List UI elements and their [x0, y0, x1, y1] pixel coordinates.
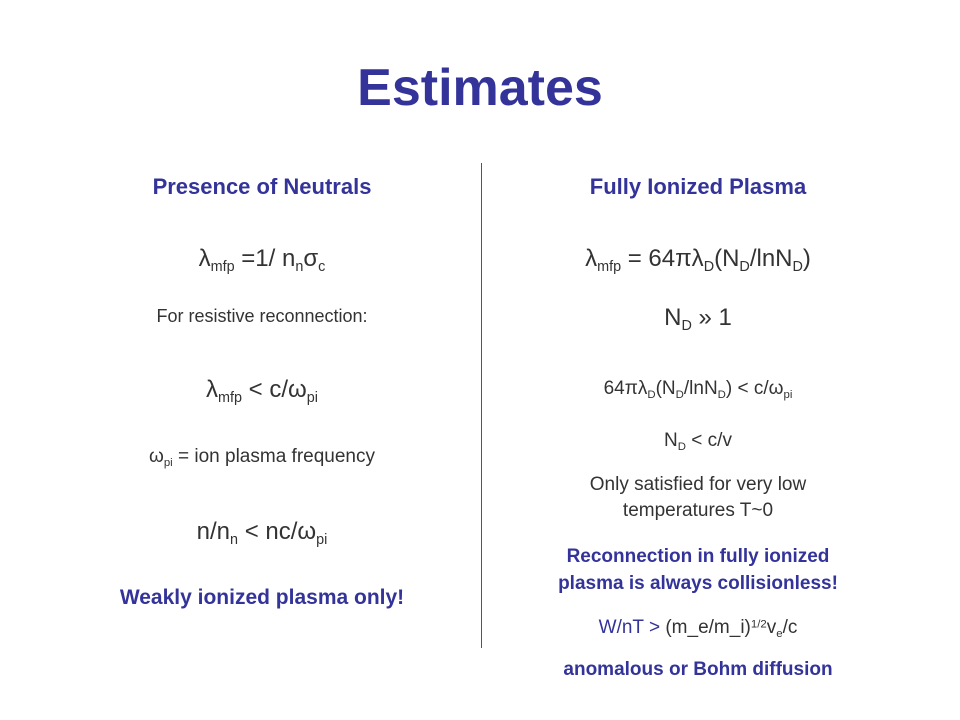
resistive-label: For resistive reconnection: — [156, 306, 368, 326]
lambda-symbol: λ — [206, 376, 218, 403]
lambda-symbol: λ — [198, 245, 211, 272]
ln-text: /lnN — [683, 378, 718, 399]
half-superscript: 1/2 — [750, 618, 767, 631]
density-ratio-formula: n/nn < nc/ωpi — [42, 518, 482, 549]
D-subscript: D — [792, 259, 803, 276]
D-subscript: D — [677, 440, 687, 453]
left-conclusion: Weakly ionized plasma only! — [119, 586, 405, 609]
satisfied-line-1: Only satisfied for very low — [589, 474, 807, 495]
pi-subscript: pi — [163, 456, 173, 469]
condition-paren: (N — [655, 378, 676, 399]
omega-symbol: ω — [288, 376, 307, 403]
omega-symbol: ω — [149, 446, 164, 467]
D-subscript: D — [739, 259, 750, 276]
D-subscript: D — [703, 259, 715, 276]
left-mfp-condition: λmfp < c/ωpi — [42, 376, 482, 407]
diffusion-label: anomalous or Bohm diffusion — [563, 659, 833, 680]
nd-cv-relation: < c/v — [686, 430, 732, 451]
sigma-symbol: σ — [303, 245, 319, 272]
mass-ratio: (m_e/m_i) — [665, 617, 751, 638]
satisfied-line-2: temperatures T~0 — [622, 500, 774, 521]
right-heading: Fully Ionized Plasma — [589, 174, 807, 199]
n-subscript: n — [230, 532, 239, 549]
omega-definition: ωpi = ion plasma frequency — [42, 446, 482, 470]
N-symbol: N — [664, 430, 678, 451]
n-subscript: n — [295, 259, 304, 276]
omega-definition-text: = ion plasma frequency — [172, 446, 375, 467]
nd-less-than: ND < c/v — [478, 430, 918, 454]
nd-relation: » 1 — [691, 304, 732, 331]
collisionless-line-2: plasma is always collisionless! — [558, 573, 838, 594]
slide-title: Estimates — [357, 59, 603, 117]
left-heading: Presence of Neutrals — [152, 174, 372, 199]
omega-symbol: ω — [768, 378, 784, 399]
v-symbol: v — [766, 617, 777, 638]
collisionless-line-1: Reconnection in fully ionized — [566, 546, 830, 567]
condition-relation: ) < c/ — [725, 378, 769, 399]
wnt-prefix: W/nT > — [598, 617, 666, 638]
mfp-equals: = 64πλ — [621, 245, 704, 272]
pi-subscript: pi — [306, 390, 318, 407]
close-paren: ) — [802, 245, 811, 272]
wnt-formula: W/nT > (m_e/m_i)1/2ve/c — [478, 617, 918, 641]
left-mfp-formula: λmfp =1/ nnσc — [42, 245, 482, 276]
ratio-text: n/n — [196, 518, 231, 545]
N-symbol: N — [664, 304, 682, 331]
e-subscript: e — [776, 627, 783, 640]
ln-text: /lnN — [749, 245, 793, 272]
D-subscript: D — [675, 388, 684, 401]
pi-subscript: pi — [783, 388, 793, 401]
right-mfp-condition: 64πλD(ND/lnND) < c/ωpi — [478, 378, 918, 402]
over-c: /c — [782, 617, 798, 638]
mfp-paren: (N — [714, 245, 740, 272]
condition-relation: < c/ — [242, 376, 289, 403]
D-subscript: D — [681, 318, 692, 335]
omega-symbol: ω — [297, 518, 317, 545]
mfp-equals: =1/ n — [234, 245, 296, 272]
c-subscript: c — [318, 259, 326, 276]
ratio-relation: < nc/ — [238, 518, 298, 545]
mfp-subscript: mfp — [218, 390, 242, 407]
mfp-subscript: mfp — [210, 259, 235, 276]
nd-much-greater: ND » 1 — [478, 304, 918, 335]
D-subscript: D — [717, 388, 726, 401]
condition-prefix: 64πλ — [603, 378, 648, 399]
D-subscript: D — [647, 388, 656, 401]
mfp-subscript: mfp — [597, 259, 622, 276]
column-divider — [481, 163, 482, 648]
right-mfp-formula: λmfp = 64πλD(ND/lnND) — [478, 245, 918, 276]
lambda-symbol: λ — [585, 245, 598, 272]
pi-subscript: pi — [316, 532, 328, 549]
